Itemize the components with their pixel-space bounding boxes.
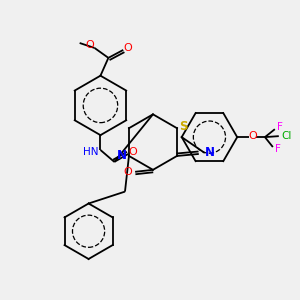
Text: S: S: [179, 120, 187, 133]
Text: O: O: [85, 40, 94, 50]
Text: Cl: Cl: [281, 131, 292, 141]
Text: O: O: [124, 43, 133, 53]
Text: HN: HN: [83, 147, 98, 157]
Text: N: N: [117, 149, 127, 162]
Text: N: N: [205, 146, 215, 160]
Text: O: O: [129, 147, 137, 157]
Text: O: O: [124, 167, 133, 177]
Text: F: F: [275, 144, 281, 154]
Text: O: O: [249, 131, 257, 141]
Text: F: F: [277, 122, 283, 132]
